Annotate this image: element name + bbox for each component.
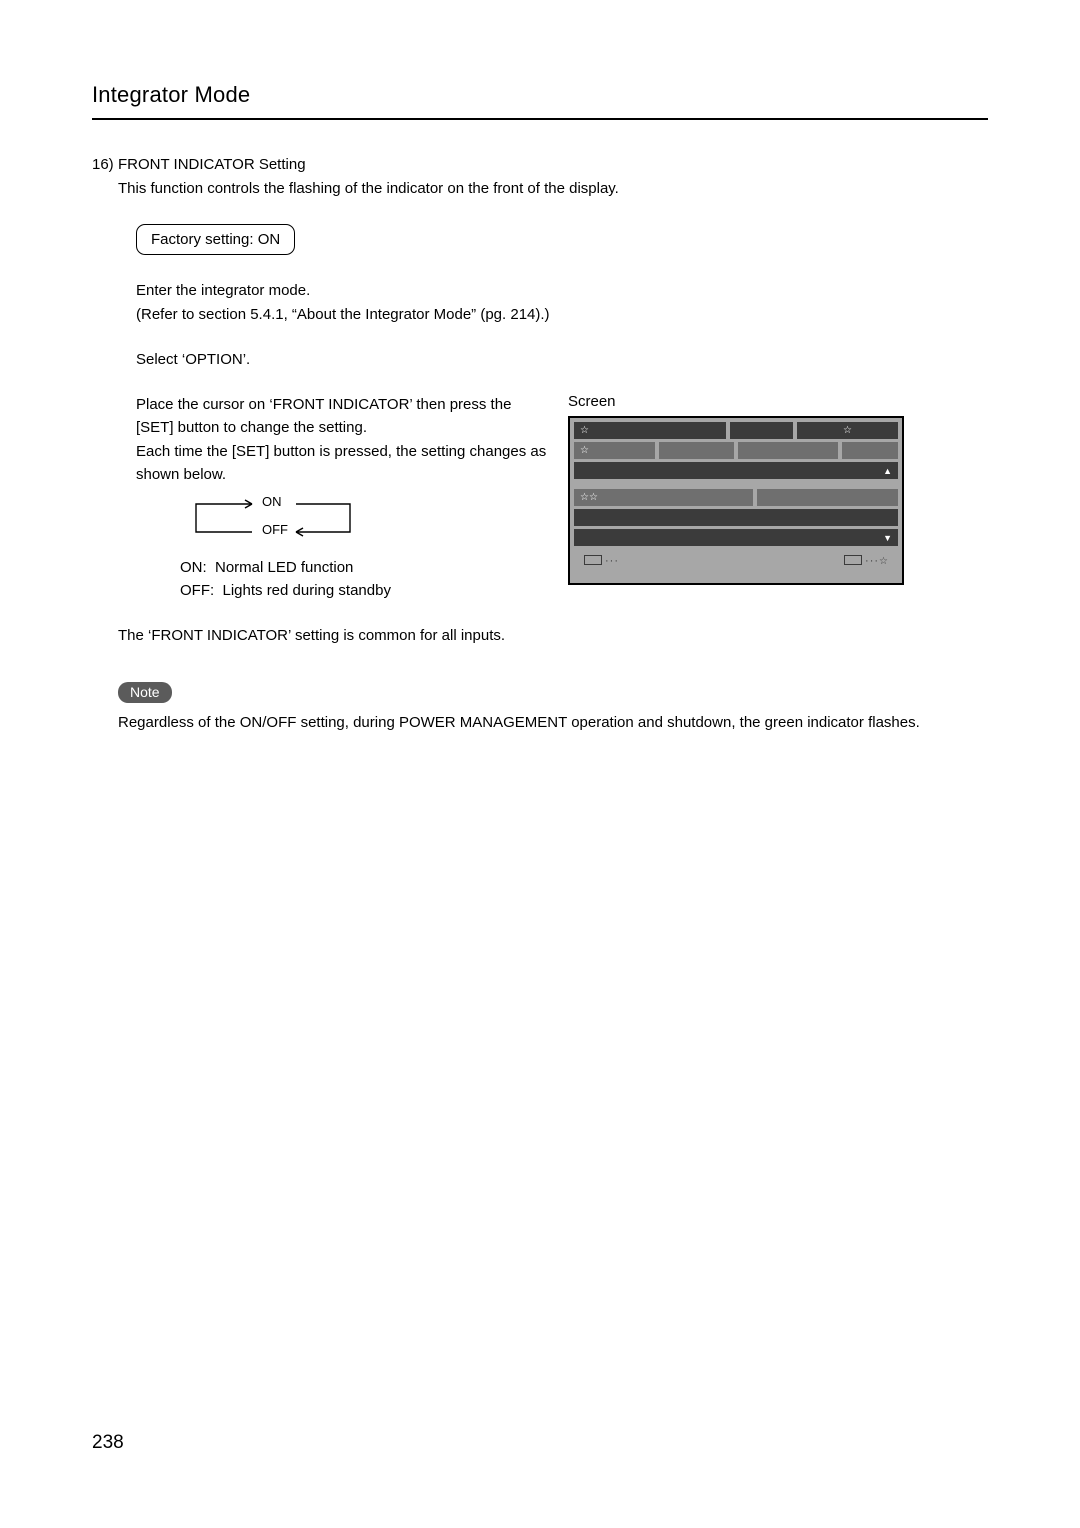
cycle-off-label: OFF [262, 522, 288, 537]
factory-setting-box: Factory setting: ON [136, 224, 295, 255]
step-2: Select ‘OPTION’. [136, 348, 988, 371]
page-number: 238 [92, 1432, 124, 1454]
def-on: ON: Normal LED function [180, 556, 550, 579]
star-icon: ☆ [843, 425, 852, 436]
star-icon: ☆ [580, 425, 589, 436]
page-header: Integrator Mode [92, 82, 988, 120]
dots-icon: ··· [865, 555, 879, 567]
screen-cell [757, 489, 898, 506]
step-1-line-b: (Refer to section 5.4.1, “About the Inte… [136, 303, 988, 326]
screen-mock: ☆ ☆ ☆ ▲ ☆☆ ▼ ··· ···☆ [568, 416, 904, 585]
dots-icon: ··· [605, 555, 619, 567]
screen-cell [730, 422, 793, 439]
screen-label: Screen [568, 393, 904, 410]
box-icon [844, 555, 862, 565]
common-line: The ‘FRONT INDICATOR’ setting is common … [118, 627, 988, 644]
section-title: FRONT INDICATOR Setting [118, 156, 619, 173]
star-icon: ☆ [580, 445, 589, 456]
star-icon: ☆☆ [580, 492, 598, 503]
section-number: 16) [92, 156, 118, 200]
screen-row: ▼ [574, 529, 898, 546]
star-icon: ☆ [879, 556, 888, 567]
triangle-up-icon: ▲ [883, 466, 892, 476]
screen-cell: ☆☆ [574, 489, 753, 506]
note-body: Regardless of the ON/OFF setting, during… [118, 711, 988, 734]
screen-row: ▲ [574, 462, 898, 479]
screen-cell [738, 442, 838, 459]
screen-cell: ☆ [574, 442, 655, 459]
screen-footer: ··· ···☆ [574, 549, 898, 569]
screen-row [574, 509, 898, 526]
screen-footer-right: ···☆ [844, 551, 888, 569]
screen-cell: ☆ [797, 422, 898, 439]
def-off: OFF: Lights red during standby [180, 579, 550, 602]
triangle-down-icon: ▼ [883, 533, 892, 543]
step-3-line-b: Each time the [SET] button is pressed, t… [136, 440, 550, 487]
screen-cell: ☆ [574, 422, 726, 439]
section-intro: This function controls the flashing of t… [118, 177, 619, 200]
cycle-on-label: ON [262, 494, 282, 509]
step-3-line-a: Place the cursor on ‘FRONT INDICATOR’ th… [136, 393, 550, 440]
step-1-line-a: Enter the integrator mode. [136, 279, 988, 302]
screen-cell [842, 442, 898, 459]
screen-footer-left: ··· [584, 551, 619, 569]
cycle-diagram: ON OFF [190, 498, 368, 540]
note-badge: Note [118, 682, 172, 703]
step-1: Enter the integrator mode. (Refer to sec… [136, 279, 988, 326]
box-icon [584, 555, 602, 565]
screen-cell [659, 442, 734, 459]
